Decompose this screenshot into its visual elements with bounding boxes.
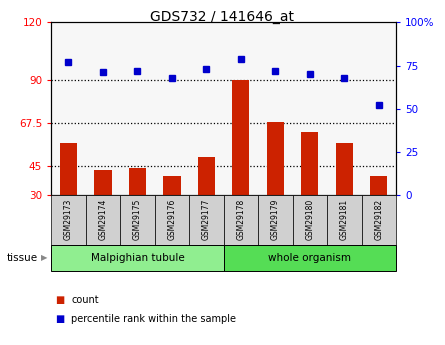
- Bar: [86, 22, 120, 195]
- Bar: [336, 143, 353, 195]
- Text: ■: ■: [56, 295, 65, 305]
- Text: GSM29176: GSM29176: [167, 199, 176, 240]
- Text: GSM29181: GSM29181: [340, 199, 349, 240]
- Bar: [120, 22, 155, 195]
- Text: count: count: [71, 295, 99, 305]
- Bar: [327, 22, 362, 195]
- Text: GSM29174: GSM29174: [98, 199, 107, 240]
- Bar: [120, 195, 155, 245]
- Bar: [232, 80, 250, 195]
- Text: GSM29177: GSM29177: [202, 199, 211, 240]
- Bar: [370, 176, 388, 195]
- Bar: [86, 195, 120, 245]
- Bar: [51, 195, 86, 245]
- Bar: [94, 170, 112, 195]
- Text: GDS732 / 141646_at: GDS732 / 141646_at: [150, 10, 295, 24]
- Bar: [327, 195, 362, 245]
- Text: percentile rank within the sample: percentile rank within the sample: [71, 314, 236, 324]
- Bar: [155, 195, 189, 245]
- Bar: [362, 22, 396, 195]
- Text: tissue: tissue: [7, 253, 38, 263]
- Bar: [362, 195, 396, 245]
- Bar: [258, 22, 293, 195]
- Bar: [224, 245, 396, 271]
- Bar: [51, 22, 86, 195]
- Text: whole organism: whole organism: [268, 253, 352, 263]
- Text: GSM29173: GSM29173: [64, 199, 73, 240]
- Bar: [163, 176, 181, 195]
- Bar: [189, 22, 224, 195]
- Bar: [224, 22, 258, 195]
- Bar: [189, 195, 224, 245]
- Text: ■: ■: [56, 314, 65, 324]
- Bar: [129, 168, 146, 195]
- Text: GSM29178: GSM29178: [236, 199, 245, 240]
- Text: GSM29182: GSM29182: [374, 199, 383, 240]
- Text: GSM29179: GSM29179: [271, 199, 280, 240]
- Bar: [258, 195, 293, 245]
- Bar: [301, 132, 319, 195]
- Bar: [155, 22, 189, 195]
- Bar: [224, 195, 258, 245]
- Bar: [267, 122, 284, 195]
- Text: Malpighian tubule: Malpighian tubule: [90, 253, 184, 263]
- Text: GSM29175: GSM29175: [133, 199, 142, 240]
- Bar: [293, 195, 327, 245]
- Bar: [293, 22, 327, 195]
- Bar: [60, 143, 77, 195]
- Text: GSM29180: GSM29180: [305, 199, 314, 240]
- Bar: [198, 157, 215, 195]
- Bar: [51, 245, 224, 271]
- Text: ▶: ▶: [41, 253, 48, 263]
